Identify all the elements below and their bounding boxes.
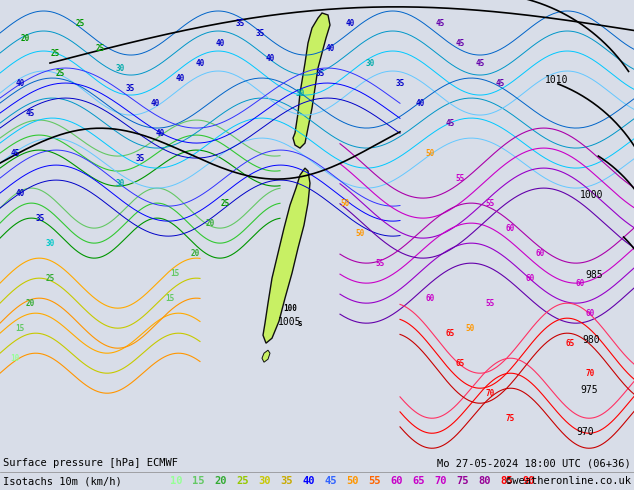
Text: 30: 30 [115,64,125,73]
Text: 55: 55 [486,299,495,308]
Text: 30: 30 [365,58,375,68]
Text: 35: 35 [126,84,134,93]
Text: 35: 35 [280,476,292,486]
Text: 30: 30 [258,476,271,486]
Text: 15: 15 [165,294,174,303]
Text: 60: 60 [576,279,585,288]
Text: 55: 55 [375,259,385,268]
Text: 20: 20 [214,476,226,486]
Polygon shape [262,350,270,362]
Text: ©weatheronline.co.uk: ©weatheronline.co.uk [506,476,631,486]
Text: 15: 15 [15,324,25,333]
Text: 60: 60 [505,223,515,233]
Text: 20: 20 [25,299,35,308]
Text: 55: 55 [368,476,381,486]
Text: Mo 27-05-2024 18:00 UTC (06+36): Mo 27-05-2024 18:00 UTC (06+36) [437,458,631,468]
Text: 985: 985 [585,270,603,280]
Polygon shape [293,13,330,148]
Text: 25: 25 [50,49,60,57]
Text: 85: 85 [501,476,513,486]
Text: 30: 30 [46,239,55,247]
Text: 25: 25 [95,44,105,52]
Text: 70: 70 [434,476,447,486]
Text: 40: 40 [155,128,165,138]
Text: 65: 65 [445,329,455,338]
Text: 40: 40 [266,53,275,63]
Text: 45: 45 [324,476,337,486]
Text: 65: 65 [413,476,425,486]
Text: 40: 40 [216,39,224,48]
Text: 25: 25 [75,19,84,27]
Polygon shape [263,168,310,343]
Text: 10: 10 [170,476,183,486]
Text: 20: 20 [20,33,30,43]
Text: s: s [298,318,302,328]
Text: 70: 70 [585,368,595,378]
Text: 35: 35 [315,69,325,77]
Text: 25: 25 [221,198,230,208]
Text: 45: 45 [25,109,35,118]
Text: 70: 70 [486,389,495,398]
Text: 40: 40 [15,78,25,88]
Text: 45: 45 [10,148,20,158]
Text: 60: 60 [425,294,435,303]
Text: 20: 20 [205,219,215,228]
Text: Isotachs 10m (km/h): Isotachs 10m (km/h) [3,476,122,486]
Text: 75: 75 [456,476,469,486]
Text: 45: 45 [495,78,505,88]
Text: 30: 30 [295,89,304,98]
Text: 40: 40 [346,19,354,27]
Text: 35: 35 [256,28,264,38]
Text: 45: 45 [436,19,444,27]
Text: 40: 40 [176,74,184,82]
Text: 50: 50 [340,198,349,208]
Text: Surface pressure [hPa] ECMWF: Surface pressure [hPa] ECMWF [3,458,178,468]
Text: 35: 35 [136,153,145,163]
Text: 25: 25 [236,476,249,486]
Text: 40: 40 [150,98,160,108]
Text: 45: 45 [445,119,455,127]
Text: 25: 25 [46,273,55,283]
Text: 975: 975 [580,385,598,395]
Text: 60: 60 [391,476,403,486]
Text: 80: 80 [479,476,491,486]
Text: 100: 100 [283,304,297,313]
Text: 50: 50 [356,229,365,238]
Text: 40: 40 [195,58,205,68]
Text: 75: 75 [505,414,515,423]
Text: 60: 60 [535,248,545,258]
Text: 40: 40 [15,189,25,197]
Text: 40: 40 [415,98,425,108]
Text: 45: 45 [455,39,465,48]
Text: 55: 55 [455,173,465,183]
Text: 10: 10 [10,354,20,363]
Text: 60: 60 [585,309,595,318]
Text: 65: 65 [566,339,574,348]
Text: 50: 50 [346,476,359,486]
Text: 40: 40 [302,476,314,486]
Text: 55: 55 [486,198,495,208]
Text: 1010: 1010 [545,75,569,85]
Text: 980: 980 [582,335,600,345]
Text: 1005: 1005 [278,317,302,327]
Text: 45: 45 [476,58,484,68]
Text: 50: 50 [465,324,475,333]
Text: 35: 35 [235,19,245,27]
Text: 20: 20 [190,248,200,258]
Text: 40: 40 [325,44,335,52]
Text: 15: 15 [171,269,179,278]
Text: 50: 50 [425,148,435,158]
Text: 30: 30 [115,178,125,188]
Text: 970: 970 [576,427,593,437]
Text: 15: 15 [192,476,204,486]
Text: 60: 60 [526,273,534,283]
Text: 65: 65 [455,359,465,368]
Text: 1000: 1000 [580,190,604,200]
Text: 35: 35 [396,78,404,88]
Text: 90: 90 [522,476,535,486]
Text: 35: 35 [36,214,44,222]
Text: 25: 25 [55,69,65,77]
